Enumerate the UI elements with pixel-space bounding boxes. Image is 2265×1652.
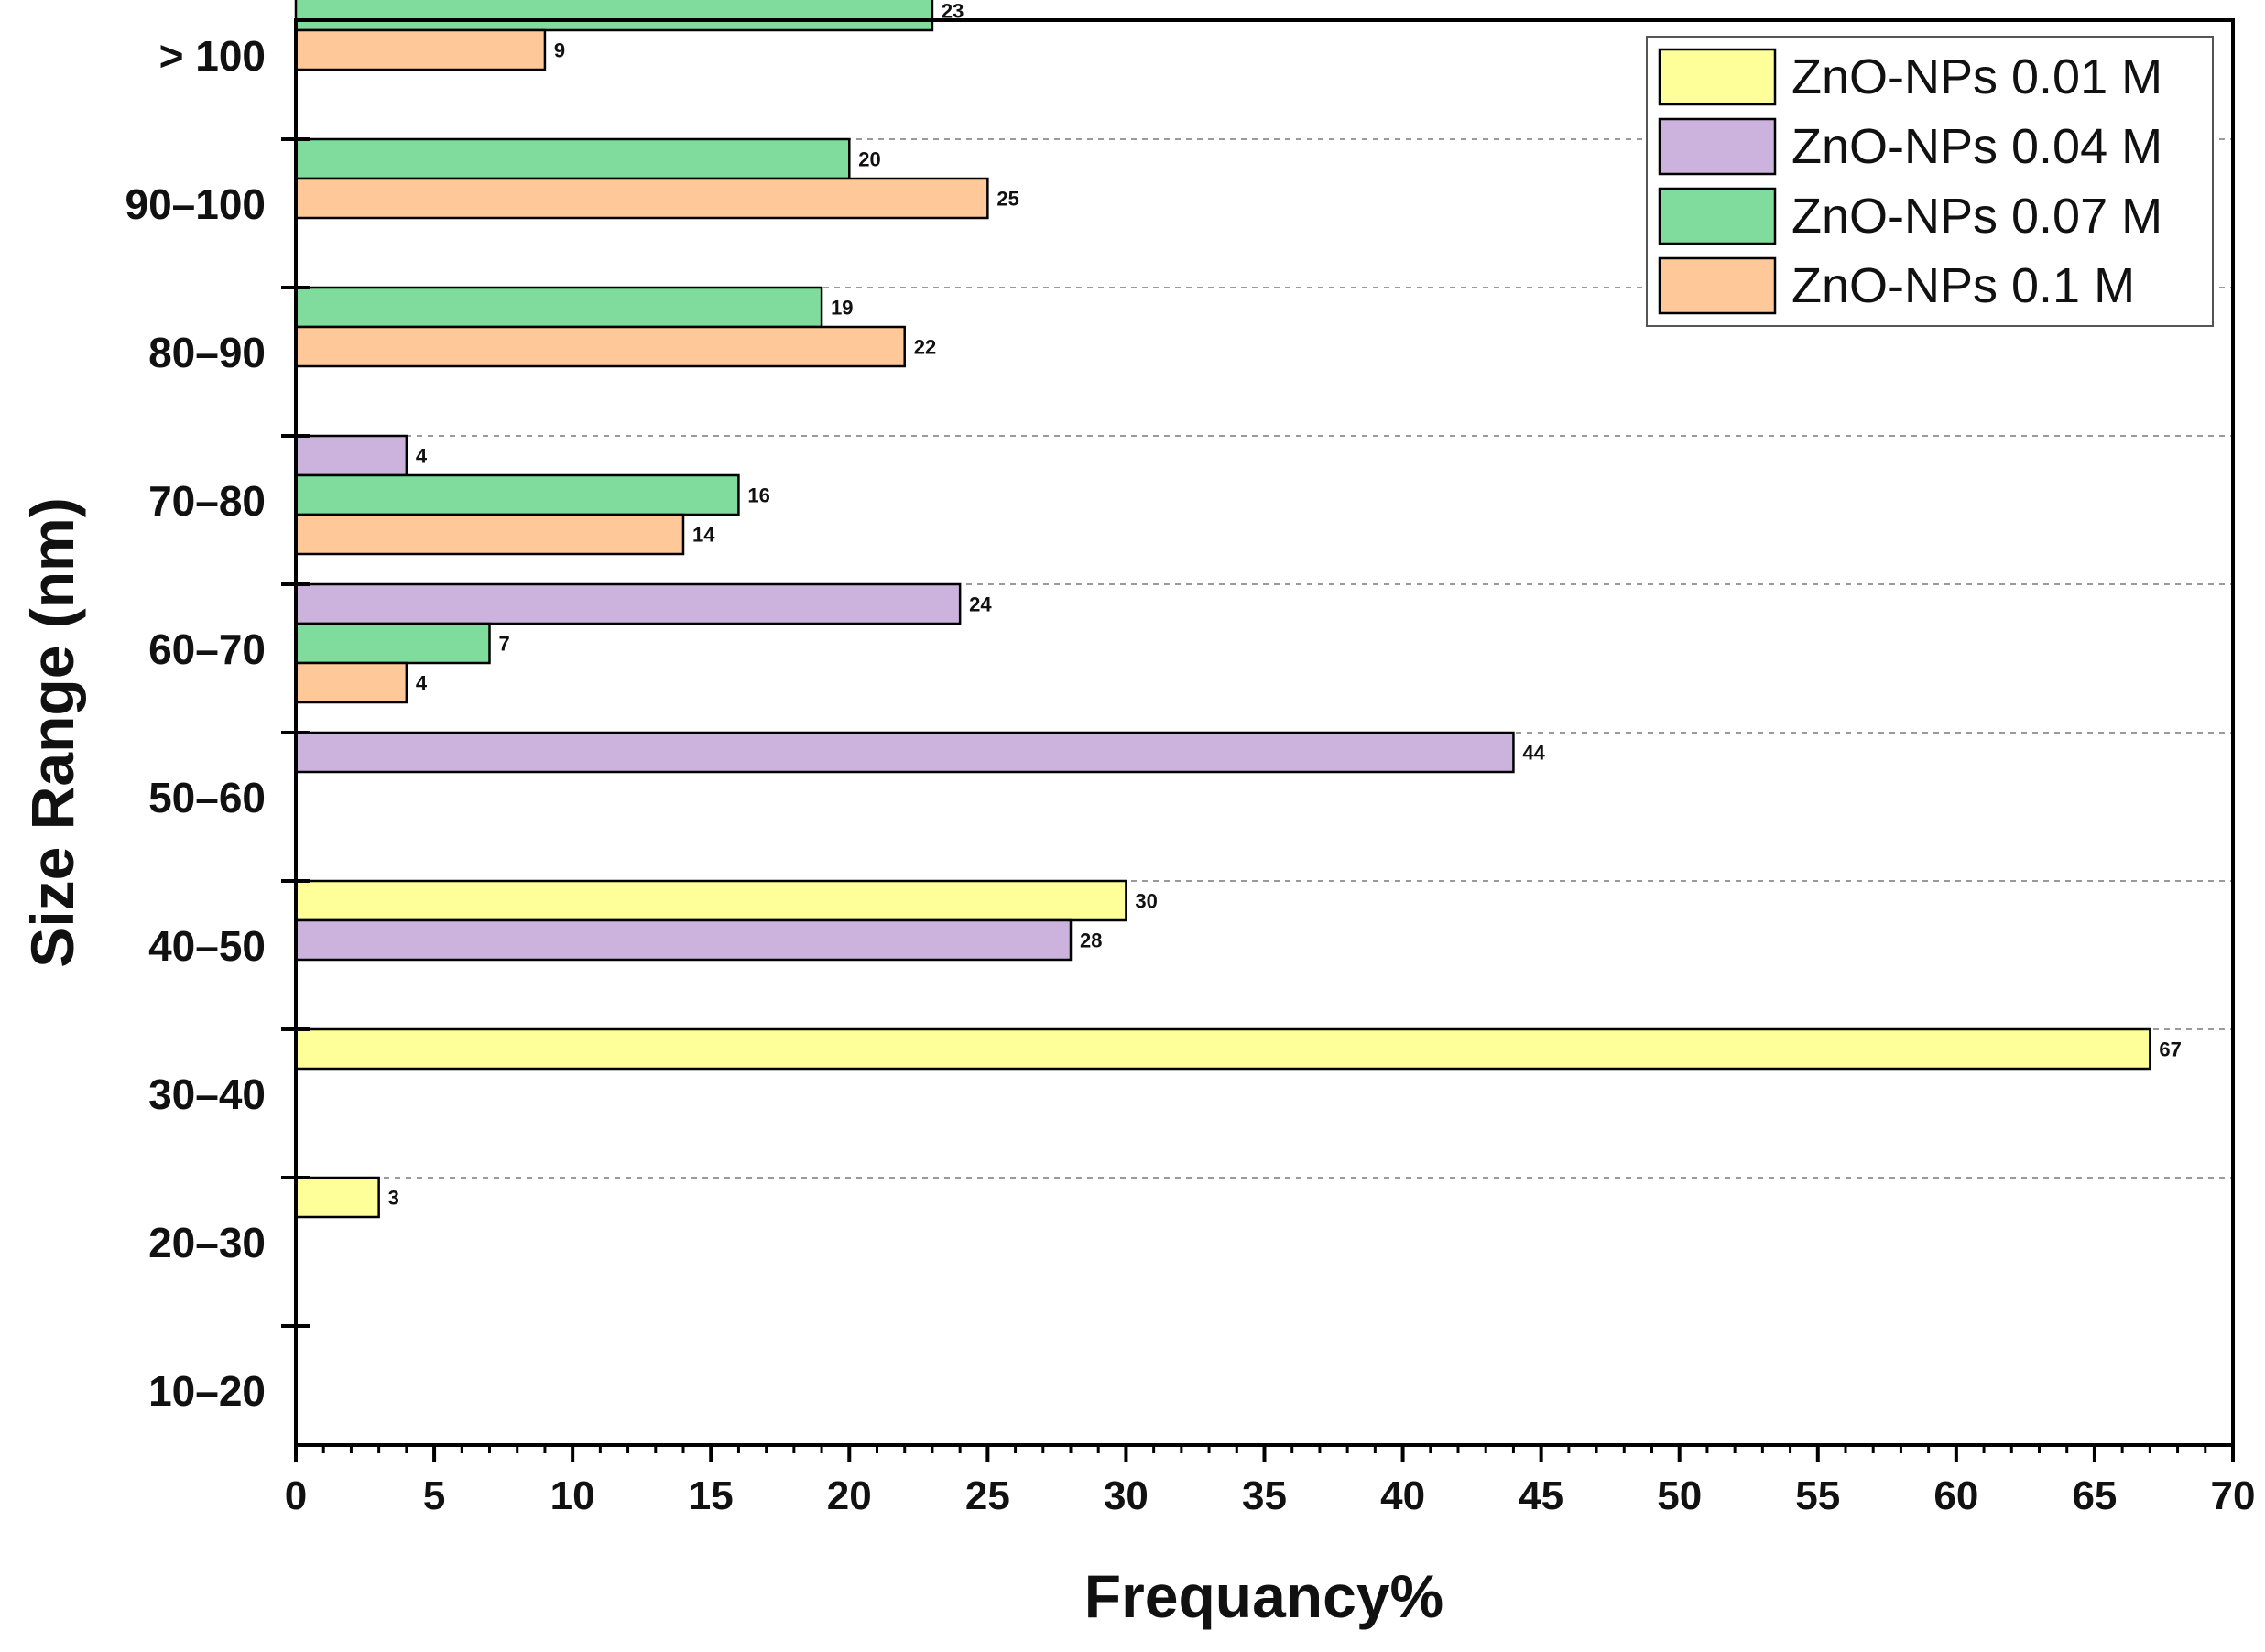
y-tick-label: 40–50 — [148, 922, 266, 970]
x-tick-label: 55 — [1795, 1473, 1840, 1518]
y-tick-label: > 100 — [159, 32, 266, 80]
y-tick-label: 70–80 — [148, 477, 266, 525]
x-tick-label: 65 — [2072, 1473, 2117, 1518]
legend-swatch — [1658, 117, 1777, 176]
bar-value-label: 7 — [499, 633, 510, 656]
bar — [294, 582, 962, 625]
bar-value-label: 30 — [1135, 890, 1157, 913]
bar — [294, 1176, 380, 1219]
legend-entry-label: ZnO-NPs 0.1 M — [1791, 258, 2135, 313]
bar-value-label: 16 — [747, 484, 769, 507]
bar — [294, 918, 1073, 962]
bar — [294, 879, 1127, 922]
legend: ZnO-NPs 0.01 M ZnO-NPs 0.04 M ZnO-NPs 0.07… — [1646, 36, 2214, 327]
bar — [294, 473, 740, 516]
x-tick-label: 45 — [1519, 1473, 1563, 1518]
x-tick-label: 5 — [423, 1473, 445, 1518]
y-axis-title: Size Range (nm) — [18, 497, 86, 967]
legend-entry-label: ZnO-NPs 0.01 M — [1791, 49, 2162, 104]
bar-value-label: 3 — [388, 1187, 399, 1210]
bar-value-label: 20 — [858, 148, 880, 171]
x-tick-label: 20 — [827, 1473, 872, 1518]
y-tick-label: 80–90 — [148, 329, 266, 376]
y-axis: 10–20 20–30 30–40 40–50 50–60 60–70 70–80 80–90… — [125, 32, 310, 1415]
bar — [294, 731, 1515, 774]
x-tick-label: 35 — [1242, 1473, 1287, 1518]
bar-value-label: 4 — [416, 672, 428, 695]
x-tick-label: 0 — [285, 1473, 307, 1518]
y-tick-label: 20–30 — [148, 1219, 266, 1266]
bar-value-label: 22 — [914, 336, 936, 359]
bar — [294, 325, 906, 368]
x-tick-label: 15 — [689, 1473, 734, 1518]
bar — [294, 434, 408, 477]
x-axis-title: Frequancy% — [1084, 1562, 1443, 1630]
bar — [294, 661, 408, 704]
legend-swatch — [1658, 187, 1777, 245]
legend-swatch — [1658, 48, 1777, 106]
bar-value-label: 9 — [554, 39, 565, 62]
x-tick-label: 40 — [1380, 1473, 1425, 1518]
y-tick-label: 30–40 — [148, 1071, 266, 1118]
bar — [294, 137, 851, 180]
bar-value-label: 19 — [831, 297, 853, 320]
bar — [294, 1027, 2151, 1071]
bar — [294, 622, 491, 665]
bar-value-label: 14 — [692, 524, 715, 547]
x-tick-label: 10 — [550, 1473, 595, 1518]
bar-value-label: 4 — [416, 445, 428, 468]
bar-value-label: 28 — [1080, 929, 1102, 952]
bar-value-label: 67 — [2159, 1038, 2181, 1061]
y-tick-label: 60–70 — [148, 625, 266, 673]
x-axis: 0 5 10 15 20 25 30 35 40 45 50 55 60 65 70 — [285, 1445, 2256, 1518]
x-tick-label: 25 — [965, 1473, 1010, 1518]
legend-entry-label: ZnO-NPs 0.04 M — [1791, 119, 2162, 174]
x-tick-label: 30 — [1104, 1473, 1149, 1518]
bars — [294, 0, 2151, 1219]
bar — [294, 177, 989, 220]
bar — [294, 513, 685, 556]
bar — [294, 28, 547, 71]
y-tick-label: 10–20 — [148, 1367, 266, 1415]
y-tick-label: 50–60 — [148, 774, 266, 821]
bar-value-label: 24 — [969, 593, 992, 616]
y-tick-label: 90–100 — [125, 180, 267, 228]
bar — [294, 286, 823, 329]
x-tick-label: 70 — [2211, 1473, 2256, 1518]
bar — [294, 0, 934, 32]
x-tick-label: 60 — [1933, 1473, 1978, 1518]
legend-entry-label: ZnO-NPs 0.07 M — [1791, 189, 2162, 244]
x-tick-label: 50 — [1657, 1473, 1702, 1518]
legend-swatch — [1658, 256, 1777, 315]
bar-value-label: 25 — [996, 188, 1018, 211]
bar-value-label: 44 — [1522, 742, 1545, 765]
